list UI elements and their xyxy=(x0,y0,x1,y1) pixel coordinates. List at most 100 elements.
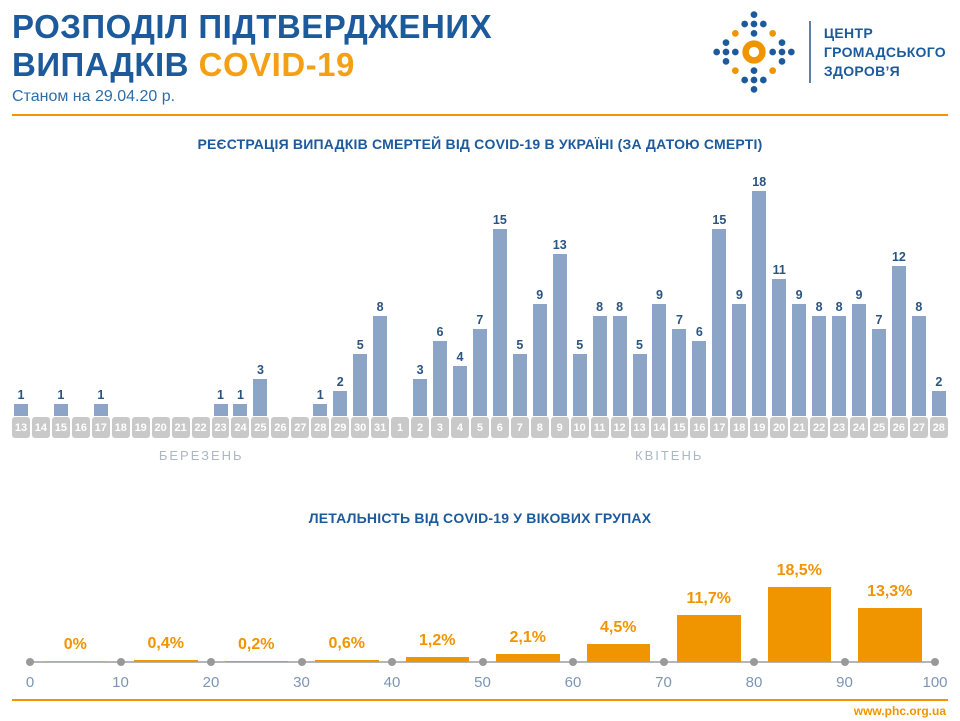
chart-column: 1 17 xyxy=(91,158,110,438)
bar-stack: 13 xyxy=(551,158,569,416)
bar-stack: 5 xyxy=(511,158,529,416)
bar-stack: 8 xyxy=(910,158,928,416)
footer-divider xyxy=(12,699,948,701)
deaths-bar xyxy=(93,403,108,416)
bar-stack: 4 xyxy=(451,158,469,416)
bar-stack xyxy=(172,158,190,416)
bar-value-label: 15 xyxy=(492,212,507,227)
footer-website-link[interactable]: www.phc.org.ua xyxy=(853,704,946,718)
bar-value-label: 8 xyxy=(835,300,843,314)
logo-org-line3: ЗДОРОВ’Я xyxy=(823,62,901,79)
lethality-bar xyxy=(496,653,560,662)
lethality-value-label: 2,1% xyxy=(509,628,546,646)
bar-stack: 3 xyxy=(411,158,429,416)
deaths-bar xyxy=(472,328,487,416)
axis-tick-dot xyxy=(297,658,306,666)
bar-stack: 5 xyxy=(571,158,589,416)
deaths-bar xyxy=(353,353,368,416)
deaths-bar xyxy=(512,353,527,416)
date-label: 14 xyxy=(650,417,669,438)
date-label: 28 xyxy=(929,417,948,438)
bar-stack: 7 xyxy=(670,158,688,416)
lethality-bar xyxy=(858,608,922,662)
logo-org-line2: ГРОМАДСЬКОГО xyxy=(823,43,946,60)
bar-stack: 15 xyxy=(710,158,728,416)
axis-tick-dot xyxy=(388,658,396,666)
date-label: 10 xyxy=(570,417,589,438)
deaths-bar xyxy=(672,328,687,416)
date-label: 13 xyxy=(630,417,649,438)
lethality-bar xyxy=(43,660,107,662)
chart-column: 15 6 xyxy=(490,158,509,438)
bar-value-label: 8 xyxy=(596,300,604,314)
bar-stack: 1 xyxy=(92,158,110,416)
date-label: 12 xyxy=(610,417,629,438)
chart-column: 9 21 xyxy=(790,158,809,438)
bar-stack: 8 xyxy=(591,158,609,416)
axis-tick-label: 20 xyxy=(202,674,220,691)
deaths-bar xyxy=(313,403,328,416)
axis-tick-dot xyxy=(931,658,939,666)
month-label: БЕРЕЗЕНЬ xyxy=(158,448,244,463)
bar-value-label: 2 xyxy=(935,375,943,389)
date-label: 6 xyxy=(490,417,509,438)
logo-org-line1: ЦЕНТР xyxy=(823,24,873,41)
bar-stack xyxy=(132,158,150,416)
date-label: 19 xyxy=(131,417,150,438)
lethality-bar xyxy=(586,643,650,662)
lethality-bar xyxy=(677,614,741,662)
chart-column: 2 28 xyxy=(929,158,948,438)
axis-tick-label: 50 xyxy=(474,674,491,691)
axis-tick-dot xyxy=(659,658,668,666)
chart-column: 12 26 xyxy=(889,158,908,438)
date-label: 8 xyxy=(530,417,549,438)
chart-column: 20 xyxy=(151,158,170,438)
deaths-bar xyxy=(612,316,627,416)
deaths-bar xyxy=(13,403,28,416)
deaths-bar xyxy=(632,353,647,416)
bar-value-label: 1 xyxy=(17,387,25,402)
bar-stack: 6 xyxy=(690,158,708,416)
page-title: РОЗПОДІЛ ПІДТВЕРДЖЕНИХ ВИПАДКІВ COVID-19 xyxy=(12,8,948,84)
deaths-bar xyxy=(752,191,767,416)
deaths-bar xyxy=(492,228,507,416)
chart-column: 27 xyxy=(291,158,310,438)
bar-value-label: 6 xyxy=(695,325,703,339)
date-label: 26 xyxy=(271,417,290,438)
phc-logo-icon xyxy=(713,11,795,93)
bar-stack: 9 xyxy=(850,158,868,416)
bar-stack: 2 xyxy=(331,158,349,416)
date-label: 20 xyxy=(151,417,170,438)
date-label: 22 xyxy=(191,417,210,438)
lethality-bar xyxy=(315,659,379,662)
deaths-bar xyxy=(253,378,268,416)
bar-value-label: 15 xyxy=(712,212,727,227)
axis-tick-dot xyxy=(478,658,487,666)
date-label: 21 xyxy=(790,417,809,438)
chart-column: 9 24 xyxy=(850,158,868,438)
deaths-bar xyxy=(532,303,547,416)
axis-tick-dot xyxy=(569,658,577,666)
deaths-bar xyxy=(333,391,348,416)
date-label: 17 xyxy=(91,417,110,438)
bar-value-label: 12 xyxy=(891,250,906,264)
deaths-bar xyxy=(911,316,926,416)
bar-value-label: 6 xyxy=(436,325,444,339)
chart-column: 9 14 xyxy=(650,158,669,438)
date-label: 15 xyxy=(670,417,689,438)
bar-stack: 1 xyxy=(231,158,249,416)
bar-value-label: 4 xyxy=(456,350,464,364)
chart-column: 5 13 xyxy=(630,158,649,438)
bar-value-label: 7 xyxy=(875,312,883,327)
month-label: КВІТЕНЬ xyxy=(634,448,704,463)
axis-tick-dot xyxy=(207,658,215,666)
chart-column: 1 28 xyxy=(311,158,330,438)
logo-org-name: ЦЕНТР ГРОМАДСЬКОГО ЗДОРОВ’Я xyxy=(824,24,946,81)
bar-value-label: 7 xyxy=(476,312,484,327)
deaths-bar xyxy=(53,403,68,416)
lethality-value-label: 13,3% xyxy=(867,583,913,601)
bar-value-label: 1 xyxy=(217,387,224,402)
deaths-bar xyxy=(652,303,667,416)
